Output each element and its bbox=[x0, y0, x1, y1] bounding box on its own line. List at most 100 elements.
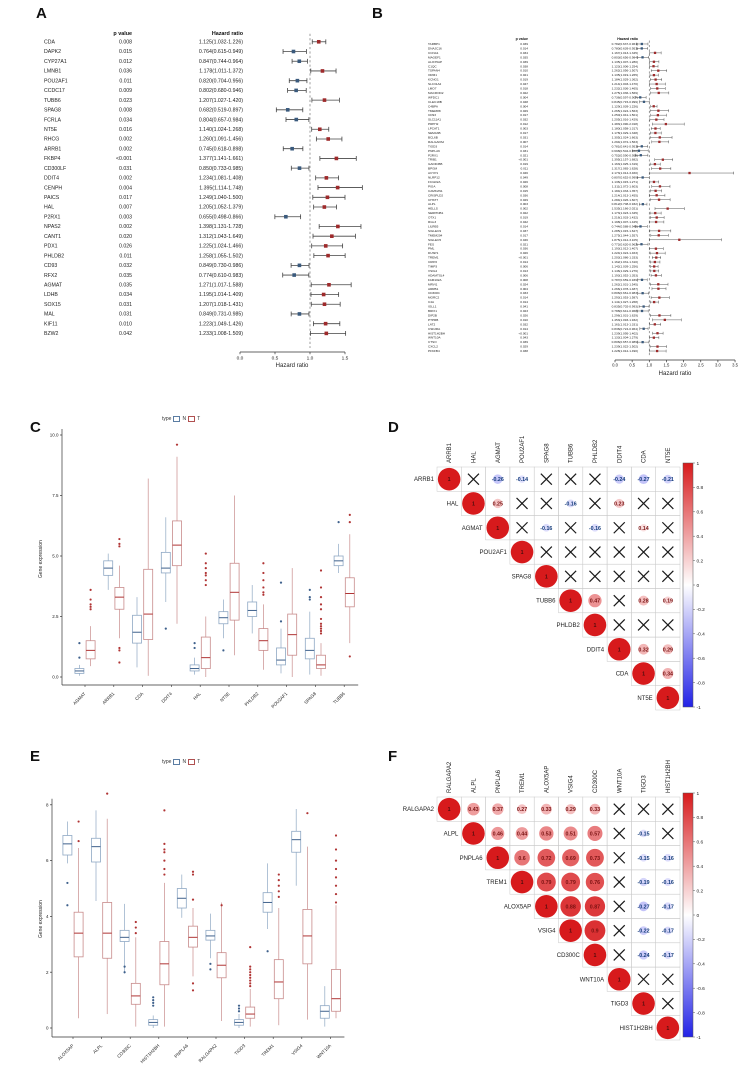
svg-text:1.875(1.012-3.105): 1.875(1.012-3.105) bbox=[612, 238, 638, 242]
svg-text:0.017: 0.017 bbox=[119, 195, 132, 201]
corr-cell bbox=[582, 539, 608, 565]
corr-col-header: TUBB6 bbox=[569, 443, 575, 463]
svg-text:CANT1: CANT1 bbox=[44, 234, 61, 240]
box-n bbox=[276, 581, 286, 674]
svg-text:BZW2: BZW2 bbox=[44, 331, 59, 337]
box-n bbox=[176, 874, 187, 918]
svg-text:0.020: 0.020 bbox=[119, 234, 132, 240]
corr-row-label: NT5E bbox=[637, 696, 652, 702]
svg-text:ALPL: ALPL bbox=[444, 831, 459, 837]
svg-text:1.293(1.053-1.587): 1.293(1.053-1.587) bbox=[612, 296, 638, 300]
corr-cell bbox=[655, 991, 681, 1016]
svg-text:-0.16: -0.16 bbox=[589, 526, 601, 532]
svg-text:0.2: 0.2 bbox=[697, 888, 704, 894]
box-n bbox=[304, 588, 315, 675]
forest-row: IGLL1 0.041 0.835(0.702-0.993) bbox=[428, 305, 650, 309]
corr-cell bbox=[655, 491, 681, 516]
svg-text:0.014: 0.014 bbox=[520, 260, 528, 264]
forest-row: TIGD3 0.014 0.781(0.641-0.951) bbox=[428, 144, 648, 148]
forest-row: BCL6B 0.031 1.305(1.024-1.663) bbox=[428, 135, 673, 139]
corr-row-label: RALGAPA2 bbox=[403, 807, 435, 813]
forest-row: CD93 0.032 0.849(0.730-0.986) bbox=[44, 262, 310, 269]
corr-cell bbox=[655, 821, 681, 846]
corr-cell: 0.79 bbox=[558, 869, 584, 895]
svg-text:1.184(1.033-1.357): 1.184(1.033-1.357) bbox=[612, 189, 638, 193]
box-t bbox=[102, 792, 113, 1015]
svg-text:IGLL1: IGLL1 bbox=[428, 305, 437, 309]
x-category-label: DDIT4 bbox=[160, 685, 173, 704]
forest-row: RHCG 0.002 1.260(1.091-1.456) bbox=[44, 136, 343, 143]
svg-text:1.162(1.031-1.310): 1.162(1.031-1.310) bbox=[612, 260, 638, 264]
forest-row: TREM1 <0.001 1.203(1.086-1.333) bbox=[428, 256, 661, 260]
svg-text:2.0: 2.0 bbox=[681, 363, 687, 368]
forest-row: NPAS2 0.002 1.398(1.131-1.728) bbox=[44, 224, 362, 230]
forest-row: SIGLEC9 0.037 1.285(1.015-1.627) bbox=[428, 229, 672, 233]
svg-text:1.296(1.031-1.629): 1.296(1.031-1.629) bbox=[612, 313, 638, 317]
svg-text:0.021: 0.021 bbox=[520, 73, 528, 77]
x-category-label: TREM1 bbox=[261, 1037, 275, 1058]
svg-text:0.34: 0.34 bbox=[663, 672, 673, 678]
corr-cell: 1 bbox=[509, 539, 535, 565]
corr-cell bbox=[606, 918, 632, 944]
forest-row: TMEM88 0.029 1.265(1.024-1.563) bbox=[428, 109, 669, 113]
legend-c: type N T bbox=[162, 416, 200, 422]
forest-row: VSIG4 0.013 1.146(1.029-1.276) bbox=[428, 269, 659, 273]
corr-col-header: POU2AF1 bbox=[520, 435, 526, 463]
svg-text:CDA: CDA bbox=[642, 450, 648, 463]
forest-header: p value Hazard ratio bbox=[113, 31, 243, 37]
corr-cell bbox=[606, 796, 632, 822]
svg-text:0.042: 0.042 bbox=[520, 220, 528, 224]
svg-text:0.035: 0.035 bbox=[119, 273, 132, 279]
svg-text:1: 1 bbox=[569, 929, 572, 935]
corr-cell bbox=[606, 515, 632, 541]
corr-cell bbox=[558, 539, 584, 565]
svg-text:0.6: 0.6 bbox=[697, 510, 704, 516]
svg-text:0.011: 0.011 bbox=[520, 167, 528, 171]
corr-cell bbox=[631, 563, 656, 589]
svg-text:0.004: 0.004 bbox=[520, 104, 528, 108]
svg-text:CDA: CDA bbox=[134, 691, 144, 701]
svg-text:0.807(0.652-0.999): 0.807(0.652-0.999) bbox=[612, 176, 638, 180]
svg-text:1: 1 bbox=[521, 550, 524, 556]
svg-text:0.031: 0.031 bbox=[520, 149, 528, 153]
svg-text:1.178(1.029-1.348): 1.178(1.029-1.348) bbox=[612, 131, 638, 135]
svg-text:1: 1 bbox=[666, 1026, 669, 1032]
corr-cell bbox=[606, 942, 632, 968]
box-t bbox=[302, 812, 313, 1020]
box-t bbox=[258, 562, 269, 670]
svg-text:DDIT4: DDIT4 bbox=[160, 691, 173, 704]
svg-text:0.003: 0.003 bbox=[119, 214, 132, 220]
corr-col-header: SPAG8 bbox=[544, 443, 550, 463]
svg-text:POU2AF1: POU2AF1 bbox=[270, 691, 288, 709]
corr-cell: -0.16 bbox=[655, 869, 681, 895]
svg-text:1.294(1.072-1.563): 1.294(1.072-1.563) bbox=[612, 140, 638, 144]
svg-text:CDA: CDA bbox=[44, 40, 55, 46]
svg-text:PNPLA6: PNPLA6 bbox=[428, 149, 440, 153]
svg-text:0.019: 0.019 bbox=[520, 162, 528, 166]
corr-cell: 1 bbox=[631, 661, 656, 686]
corr-cell bbox=[655, 612, 681, 638]
svg-text:-1: -1 bbox=[697, 1035, 702, 1041]
corr-cell bbox=[533, 539, 559, 565]
svg-text:1.193(1.052-1.353): 1.193(1.052-1.353) bbox=[612, 273, 638, 277]
forest-row: ORM1 0.021 1.135(1.019-1.265) bbox=[428, 73, 659, 77]
corr-cell: -0.14 bbox=[509, 466, 535, 492]
svg-text:-0.27: -0.27 bbox=[638, 904, 650, 910]
forest-row: TMEM204 0.017 1.275(1.044-1.557) bbox=[428, 233, 669, 237]
forest-row: MRVI1 0.024 1.262(1.031-1.545) bbox=[428, 282, 669, 286]
svg-text:SLC11A1: SLC11A1 bbox=[428, 118, 441, 122]
svg-text:0.849(0.731-0.985): 0.849(0.731-0.985) bbox=[199, 312, 243, 318]
panel-c-label: C bbox=[30, 419, 41, 436]
forest-row: FAM102A 0.008 0.787(0.659-0.939) bbox=[428, 278, 648, 282]
corr-row-label: CD300C bbox=[557, 953, 581, 959]
legend-n-swatch-e bbox=[173, 759, 181, 765]
forest-header: p value Hazard ratio bbox=[516, 37, 639, 41]
svg-text:0.038: 0.038 bbox=[520, 64, 528, 68]
svg-text:1.129(1.039-1.226): 1.129(1.039-1.226) bbox=[612, 104, 638, 108]
svg-text:P2RX1: P2RX1 bbox=[44, 214, 61, 220]
svg-text:CRIP2: CRIP2 bbox=[428, 260, 437, 264]
corr-cell: 0.73 bbox=[582, 845, 608, 871]
svg-text:BCL6B: BCL6B bbox=[428, 135, 438, 139]
svg-text:RALGAPA2: RALGAPA2 bbox=[428, 140, 444, 144]
corr-cell bbox=[558, 515, 584, 541]
